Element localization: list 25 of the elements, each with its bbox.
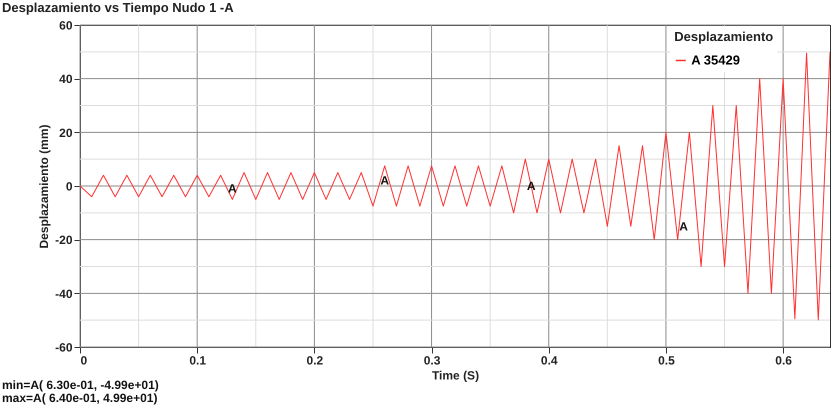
y-tick-label: 40 <box>59 72 73 86</box>
x-tick-label: 0.6 <box>775 354 792 368</box>
chart-title: Desplazamiento vs Tiempo Nudo 1 -A <box>2 0 234 15</box>
x-tick-label: 0 <box>80 354 88 368</box>
annotation: A <box>228 182 238 196</box>
y-tick-label: -40 <box>55 286 73 301</box>
annotation: A <box>380 174 390 188</box>
text: max=A( 6.40e-01, 4.99e+01) <box>2 391 158 405</box>
x-axis-title: Time (S) <box>432 368 480 382</box>
y-tick-label: -60 <box>55 340 73 354</box>
legend-title: Desplazamiento <box>674 29 774 44</box>
y-tick-label: 20 <box>59 126 73 140</box>
x-tick-label: 0.1 <box>189 354 206 368</box>
y-axis-title: Desplazamiento (mm) <box>37 124 52 249</box>
annotation: A <box>679 219 688 234</box>
x-tick-label: 0.4 <box>540 354 558 368</box>
x-tick-label: 0.2 <box>306 354 324 368</box>
y-tick-label: 60 <box>59 18 73 32</box>
text: min=A( 6.30e-01, -4.99e+01) <box>2 378 159 392</box>
x-tick-label: 0.5 <box>658 354 676 368</box>
line-series <box>80 52 830 320</box>
y-tick-label: 0 <box>66 180 73 194</box>
legend-label: A 35429 <box>691 52 740 68</box>
y-tick-label: -20 <box>55 233 73 248</box>
x-tick-label: 0.3 <box>424 354 441 368</box>
